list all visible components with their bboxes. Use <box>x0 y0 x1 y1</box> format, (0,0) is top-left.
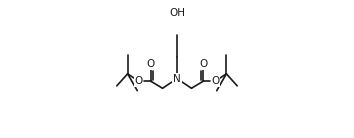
Text: N: N <box>173 74 181 84</box>
Text: O: O <box>211 76 219 86</box>
Text: O: O <box>199 59 207 69</box>
Text: O: O <box>135 76 143 86</box>
Text: O: O <box>147 59 155 69</box>
Text: OH: OH <box>169 8 185 18</box>
